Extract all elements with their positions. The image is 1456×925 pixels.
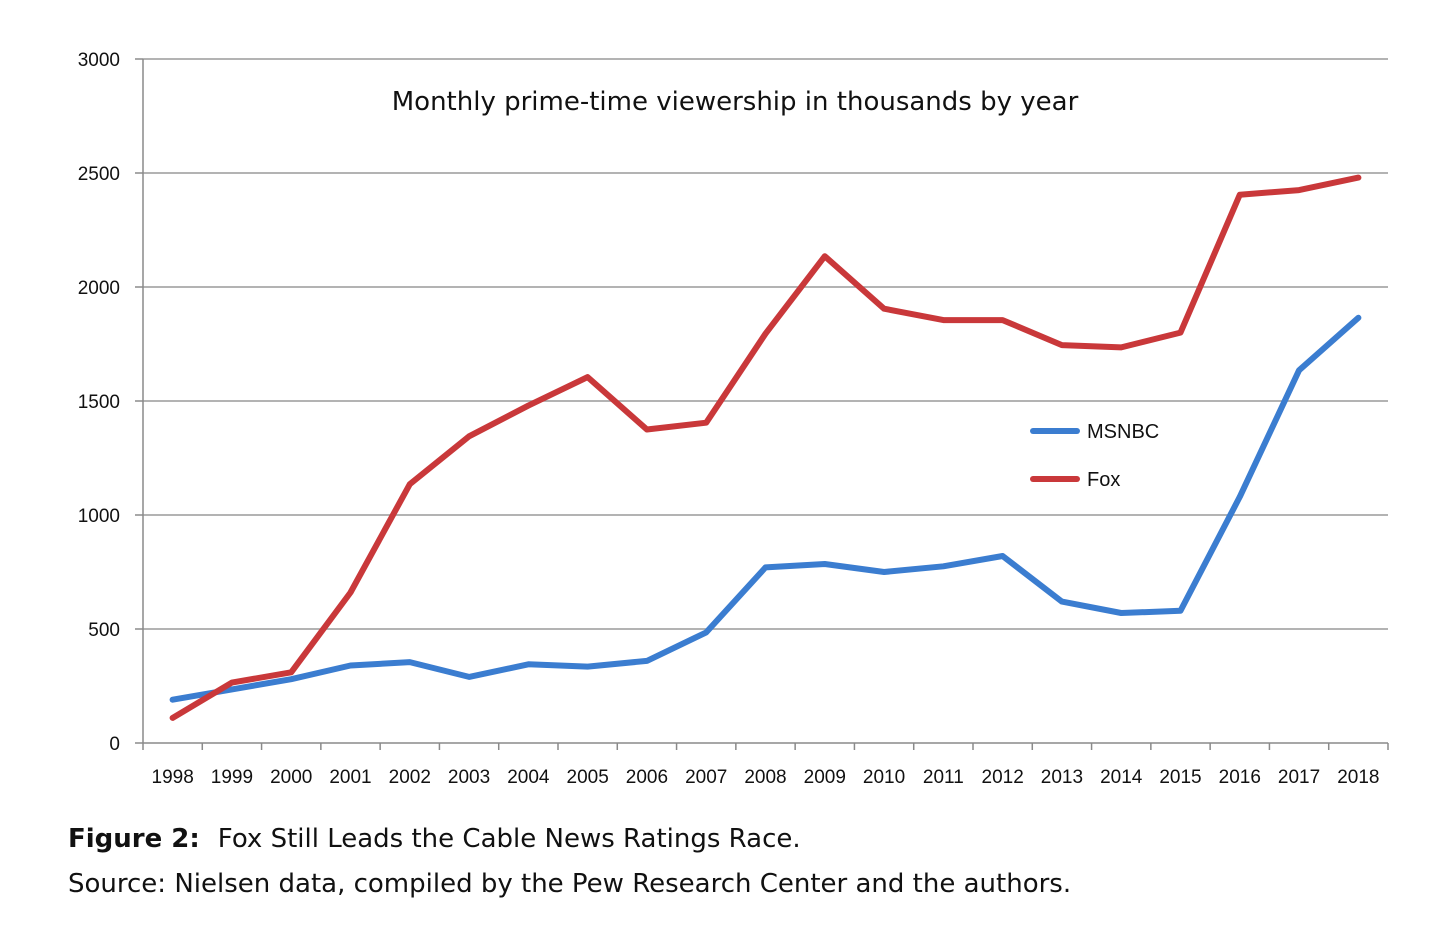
x-tick-label: 2014 bbox=[1100, 767, 1143, 788]
x-tick-label: 2007 bbox=[685, 767, 727, 788]
legend-label-msnbc: MSNBC bbox=[1087, 421, 1159, 443]
y-tick-label: 3000 bbox=[78, 50, 120, 71]
data-point-msnbc bbox=[644, 658, 650, 664]
legend-label-fox: Fox bbox=[1087, 469, 1120, 491]
x-tick-label: 2006 bbox=[626, 767, 668, 788]
data-point-fox bbox=[585, 374, 591, 380]
data-point-msnbc bbox=[466, 674, 472, 680]
data-point-msnbc bbox=[170, 697, 176, 703]
data-point-fox bbox=[822, 253, 828, 259]
y-tick-label: 0 bbox=[109, 734, 120, 755]
data-point-fox bbox=[703, 420, 709, 426]
series-lines bbox=[169, 174, 1362, 721]
data-point-fox bbox=[1355, 175, 1361, 181]
y-tick-label: 500 bbox=[88, 620, 120, 641]
data-point-fox bbox=[525, 403, 531, 409]
series-line-fox bbox=[169, 174, 1362, 721]
data-point-fox bbox=[466, 433, 472, 439]
data-point-msnbc bbox=[763, 564, 768, 570]
data-point-msnbc bbox=[585, 664, 591, 670]
x-axis-tick-labels: 1998 1999 2000 2001 2002 2003 2004 2005 2006 2007… bbox=[152, 767, 1380, 788]
data-point-msnbc bbox=[1355, 315, 1361, 321]
line-chart: 0 500 1000 1500 2000 2500 3000 1998 1999 2000 200… bbox=[78, 50, 1389, 788]
legend: MSNBC Fox bbox=[1030, 421, 1159, 491]
x-tick-label: 2001 bbox=[329, 767, 371, 788]
x-tick-label: 2008 bbox=[744, 767, 786, 788]
figure-caption: Figure 2: Fox Still Leads the Cable News … bbox=[68, 824, 801, 854]
series-line-msnbc bbox=[169, 314, 1362, 703]
x-tick-label: 2000 bbox=[270, 767, 312, 788]
x-tick-label: 2009 bbox=[804, 767, 846, 788]
data-point-fox bbox=[1296, 187, 1302, 193]
data-point-msnbc bbox=[1237, 494, 1243, 500]
data-point-fox bbox=[940, 317, 946, 323]
data-point-msnbc bbox=[229, 686, 235, 692]
y-tick-label: 1500 bbox=[78, 392, 120, 413]
x-tick-label: 2010 bbox=[863, 767, 905, 788]
data-point-fox bbox=[348, 590, 353, 596]
x-tick-label: 2015 bbox=[1159, 767, 1201, 788]
y-tick-label: 2000 bbox=[78, 278, 120, 299]
data-point-fox bbox=[407, 481, 413, 487]
y-tick-label: 1000 bbox=[78, 506, 120, 527]
data-point-fox bbox=[1000, 317, 1006, 323]
figure-title: Fox Still Leads the Cable News Ratings R… bbox=[217, 824, 801, 854]
data-point-msnbc bbox=[1059, 599, 1065, 605]
data-point-msnbc bbox=[288, 676, 294, 682]
x-tick-label: 2004 bbox=[507, 767, 550, 788]
data-point-fox bbox=[1178, 330, 1183, 336]
data-point-msnbc bbox=[1178, 608, 1183, 614]
y-tick-label: 2500 bbox=[78, 164, 120, 185]
figure-source: Source: Nielsen data, compiled by the Pe… bbox=[68, 869, 1072, 899]
data-point-fox bbox=[644, 427, 650, 432]
x-tick-label: 1998 bbox=[152, 767, 194, 788]
chart-title: Monthly prime-time viewership in thousan… bbox=[392, 87, 1079, 117]
data-point-fox bbox=[1118, 344, 1124, 350]
x-tick-label: 2003 bbox=[448, 767, 490, 788]
data-point-msnbc bbox=[407, 659, 413, 665]
data-point-msnbc bbox=[881, 569, 887, 575]
data-point-fox bbox=[1237, 192, 1243, 198]
x-tick-label: 2018 bbox=[1337, 767, 1379, 788]
data-point-msnbc bbox=[1118, 610, 1124, 616]
x-tick-label: 2017 bbox=[1278, 767, 1320, 788]
data-point-msnbc bbox=[525, 661, 531, 667]
data-point-fox bbox=[170, 715, 176, 721]
data-point-msnbc bbox=[822, 561, 828, 567]
gridlines bbox=[143, 58, 1388, 630]
x-tick-label: 2012 bbox=[982, 767, 1024, 788]
x-tick-label: 2005 bbox=[567, 767, 609, 788]
data-point-fox bbox=[763, 331, 768, 337]
figure-label: Figure 2: bbox=[68, 824, 200, 854]
x-tick-label: 2016 bbox=[1219, 767, 1261, 788]
data-point-msnbc bbox=[348, 662, 353, 668]
data-point-fox bbox=[288, 669, 294, 675]
data-point-msnbc bbox=[940, 563, 946, 569]
x-tick-label: 1999 bbox=[211, 767, 253, 788]
x-tick-label: 2002 bbox=[389, 767, 431, 788]
y-axis-tick-labels: 0 500 1000 1500 2000 2500 3000 bbox=[78, 50, 120, 755]
data-point-fox bbox=[1059, 342, 1065, 348]
x-tick-label: 2011 bbox=[923, 767, 964, 788]
axes bbox=[135, 58, 1389, 750]
data-point-fox bbox=[881, 306, 887, 312]
data-point-msnbc bbox=[1296, 367, 1302, 373]
data-point-fox bbox=[229, 680, 235, 686]
data-point-msnbc bbox=[703, 629, 709, 635]
data-point-msnbc bbox=[1000, 553, 1006, 559]
x-tick-label: 2013 bbox=[1041, 767, 1083, 788]
